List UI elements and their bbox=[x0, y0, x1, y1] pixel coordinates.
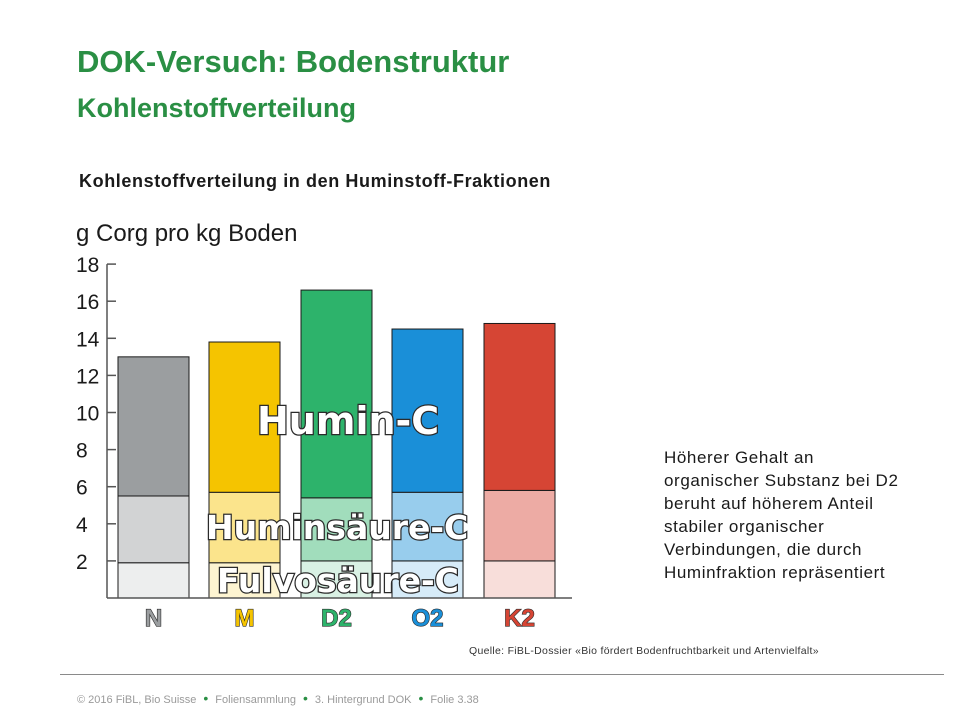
y-tick-label: 18 bbox=[76, 254, 99, 277]
category-label-k2: K2 bbox=[504, 605, 535, 632]
y-tick-label: 6 bbox=[76, 477, 88, 500]
slide-title: DOK-Versuch: Bodenstruktur bbox=[77, 44, 510, 79]
bar-segment-m-3 bbox=[208, 341, 281, 493]
bar-segment-k2-2 bbox=[483, 489, 556, 562]
y-tick-label: 8 bbox=[76, 440, 88, 463]
chart-heading: Kohlenstoffverteilung in den Huminstoff-… bbox=[79, 171, 551, 191]
series-label-3: Humin-C bbox=[257, 399, 439, 443]
series-label-1: Fulvosäure-C bbox=[217, 561, 459, 600]
footer-divider bbox=[60, 674, 944, 675]
bar-segment-k2-3 bbox=[483, 322, 556, 491]
category-label-m: M bbox=[235, 605, 255, 632]
explanation-note: Höherer Gehalt an organischer Substanz b… bbox=[664, 448, 899, 582]
slide-subtitle: Kohlenstoffverteilung bbox=[77, 93, 357, 123]
bar-segment-k2-1 bbox=[483, 560, 556, 599]
category-label-d2: D2 bbox=[321, 605, 352, 632]
bar-segment-n-3 bbox=[117, 356, 190, 497]
footer-slide-number: Folie 3.38 bbox=[430, 694, 479, 706]
category-label-n: N bbox=[145, 605, 162, 632]
y-tick-label: 14 bbox=[76, 328, 100, 351]
bar-segment-d2-2 bbox=[300, 497, 373, 562]
bullet-icon: • bbox=[418, 690, 424, 706]
y-tick-label: 10 bbox=[76, 403, 99, 426]
y-tick-label: 16 bbox=[76, 291, 99, 314]
footer-chapter: 3. Hintergrund DOK bbox=[314, 694, 412, 706]
category-label-o2: O2 bbox=[411, 605, 443, 632]
y-tick-label: 2 bbox=[76, 551, 88, 574]
y-axis-label: g Corg pro kg Boden bbox=[76, 220, 297, 247]
footer-collection: Foliensammlung bbox=[215, 694, 296, 706]
stacked-bar-chart: 2 4 6 8 10 12 14 16 18 g Corg pro kg Boden Fulvos… bbox=[76, 220, 572, 633]
bar-segment-o2-3 bbox=[391, 328, 464, 493]
bar-segment-d2-3 bbox=[300, 289, 373, 499]
bullet-icon: • bbox=[303, 690, 308, 706]
series-label-2: Huminsäure-C bbox=[206, 508, 468, 547]
bar-segment-o2-2 bbox=[391, 491, 464, 562]
bullet-icon: • bbox=[203, 690, 209, 706]
source-citation: Quelle: FiBL-Dossier «Bio fördert Bodenf… bbox=[469, 645, 819, 657]
y-tick-label: 4 bbox=[76, 514, 88, 537]
footer: © 2016 FiBL, Bio Suisse • Foliensammlung • 3… bbox=[77, 690, 479, 706]
footer-copyright: © 2016 FiBL, Bio Suisse bbox=[77, 694, 197, 706]
y-tick-label: 12 bbox=[76, 365, 99, 388]
bar-segment-n-2 bbox=[117, 495, 190, 564]
bar-segment-n-1 bbox=[117, 562, 190, 599]
